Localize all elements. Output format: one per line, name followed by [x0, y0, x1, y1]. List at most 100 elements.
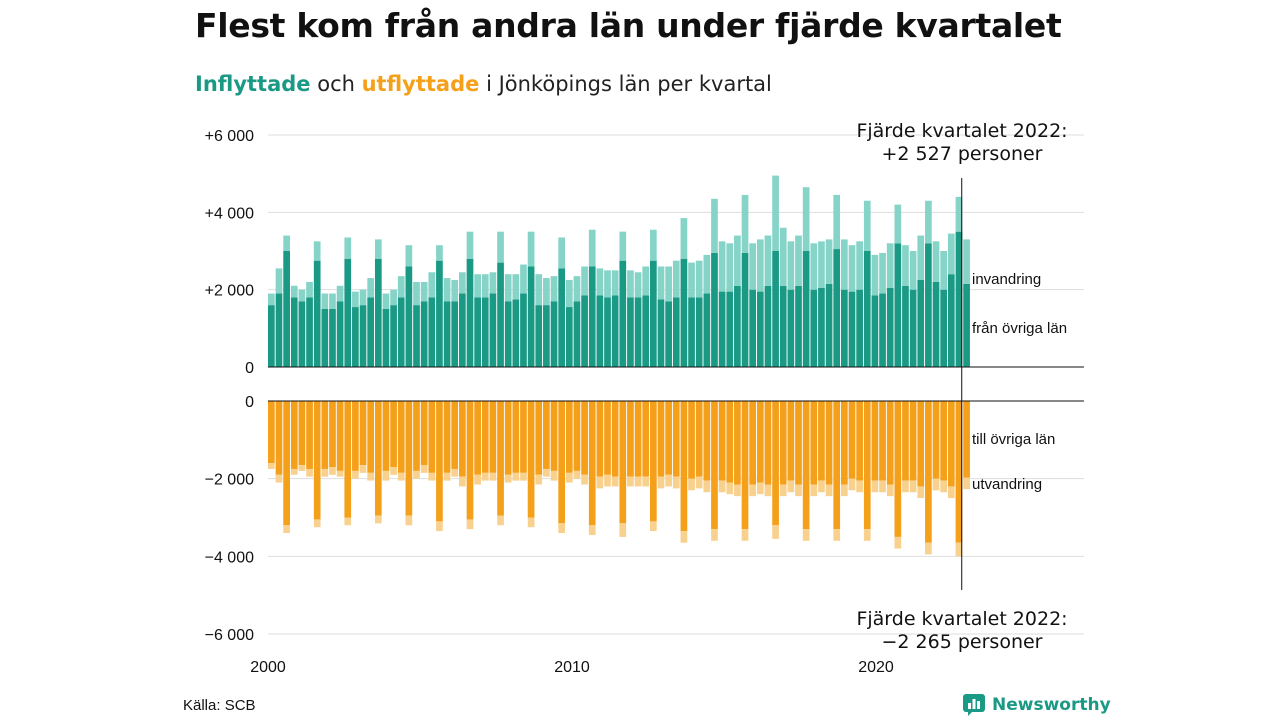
bar-in-domestic [650, 260, 657, 367]
annotation-top-line1: Fjärde kvartalet 2022: [856, 120, 1067, 142]
bar-in-immigration [642, 266, 650, 296]
bar-out-domestic [695, 401, 703, 477]
bar-out-emigration [268, 463, 275, 469]
bar-out-domestic [871, 401, 879, 481]
bar-in-immigration [268, 293, 275, 306]
subtitle-utflyttade: utflyttade [361, 72, 480, 96]
annotation-bottom-line2: −2 265 personer [882, 631, 1043, 653]
label-invandring: invandring [972, 271, 1041, 288]
bar-in-immigration [390, 289, 397, 306]
bar-in-domestic [611, 295, 619, 367]
bar-in-immigration [344, 237, 352, 259]
bar-in-domestic [313, 260, 321, 367]
bars-utflyttade [268, 401, 970, 557]
bar-out-domestic [627, 401, 634, 477]
bar-out-domestic [359, 401, 367, 466]
bar-in-immigration [841, 239, 848, 290]
bar-in-domestic [573, 301, 581, 367]
bar-in-immigration [695, 260, 703, 298]
bar-out-emigration [344, 517, 352, 526]
bar-in-immigration [336, 285, 344, 302]
y-tick-label-top: +2 000 [205, 283, 254, 300]
bar-in-immigration [604, 270, 611, 298]
bar-in-domestic [841, 289, 848, 367]
bar-in-domestic [940, 289, 948, 367]
bar-out-emigration [642, 476, 650, 487]
bar-in-immigration [565, 280, 573, 308]
bar-out-domestic [489, 401, 497, 473]
bar-out-domestic [787, 401, 795, 481]
chart-subtitle: Inflyttade och utflyttade i Jönköpings l… [195, 72, 772, 96]
bar-out-emigration [833, 529, 841, 541]
bar-out-domestic [909, 401, 917, 481]
bar-out-domestic [825, 401, 833, 485]
bar-in-immigration [298, 289, 306, 302]
bar-in-immigration [543, 278, 550, 306]
bar-out-domestic [466, 401, 474, 520]
bar-in-domestic [665, 301, 672, 367]
bar-in-domestic [321, 309, 329, 367]
bar-out-emigration [772, 525, 779, 539]
bar-out-domestic [436, 401, 443, 522]
bar-in-domestic [344, 258, 352, 367]
bar-in-immigration [848, 245, 856, 292]
bar-out-emigration [879, 480, 886, 493]
y-tick-label-bottom: −6 000 [205, 627, 254, 644]
bar-in-domestic [963, 283, 970, 367]
bar-in-domestic [642, 295, 650, 367]
bar-out-domestic [917, 401, 925, 487]
bar-in-immigration [940, 251, 948, 290]
bar-out-domestic [947, 401, 955, 487]
bar-in-immigration [886, 243, 894, 288]
bar-in-immigration [313, 241, 321, 261]
bar-out-emigration [329, 467, 336, 475]
bar-in-immigration [871, 254, 879, 296]
bar-in-domestic [382, 309, 390, 367]
bar-in-immigration [550, 276, 558, 302]
bar-out-emigration [504, 474, 512, 483]
bar-out-emigration [734, 484, 741, 497]
bar-out-emigration [619, 523, 627, 537]
bar-out-emigration [871, 480, 879, 493]
y-tick-label-top: +6 000 [205, 128, 254, 145]
bar-in-immigration [520, 264, 527, 294]
bar-out-emigration [367, 472, 375, 481]
bar-in-domestic [703, 293, 711, 367]
bar-in-domestic [856, 289, 863, 367]
bar-in-immigration [963, 239, 970, 284]
bar-in-immigration [749, 243, 757, 290]
bar-out-emigration [466, 519, 474, 530]
bar-in-domestic [268, 305, 275, 367]
bar-in-immigration [397, 276, 405, 298]
bar-in-domestic [565, 307, 573, 367]
bar-in-domestic [535, 305, 543, 367]
bar-out-emigration [726, 482, 734, 495]
bar-in-domestic [306, 297, 313, 367]
bar-in-domestic [413, 305, 420, 367]
label-till-ovriga-lan: till övriga län [972, 431, 1055, 448]
bar-in-domestic [290, 297, 298, 367]
bar-in-immigration [756, 239, 764, 292]
bar-out-emigration [520, 472, 527, 481]
bar-in-domestic [894, 243, 902, 367]
bar-in-immigration [711, 198, 718, 253]
axis-labels: +6 000 +4 000 +2 000 0 0 −2 000 −4 000 −6 000 20… [205, 128, 894, 676]
bar-in-immigration [306, 281, 313, 298]
bar-out-emigration [947, 486, 955, 499]
bar-in-domestic [634, 297, 642, 367]
bar-in-domestic [497, 262, 504, 367]
bar-out-domestic [856, 401, 863, 481]
bar-in-immigration [909, 251, 917, 290]
bar-in-domestic [436, 260, 443, 367]
bar-in-domestic [466, 258, 474, 367]
bar-in-immigration [290, 285, 298, 298]
bar-out-domestic [680, 401, 688, 532]
bar-in-immigration [374, 239, 382, 259]
bar-in-domestic [283, 251, 290, 367]
bar-in-immigration [436, 245, 443, 261]
bar-out-emigration [527, 517, 535, 528]
bar-out-domestic [558, 401, 566, 524]
bar-out-domestic [795, 401, 802, 485]
bar-out-emigration [665, 474, 672, 487]
bar-out-emigration [382, 470, 390, 481]
